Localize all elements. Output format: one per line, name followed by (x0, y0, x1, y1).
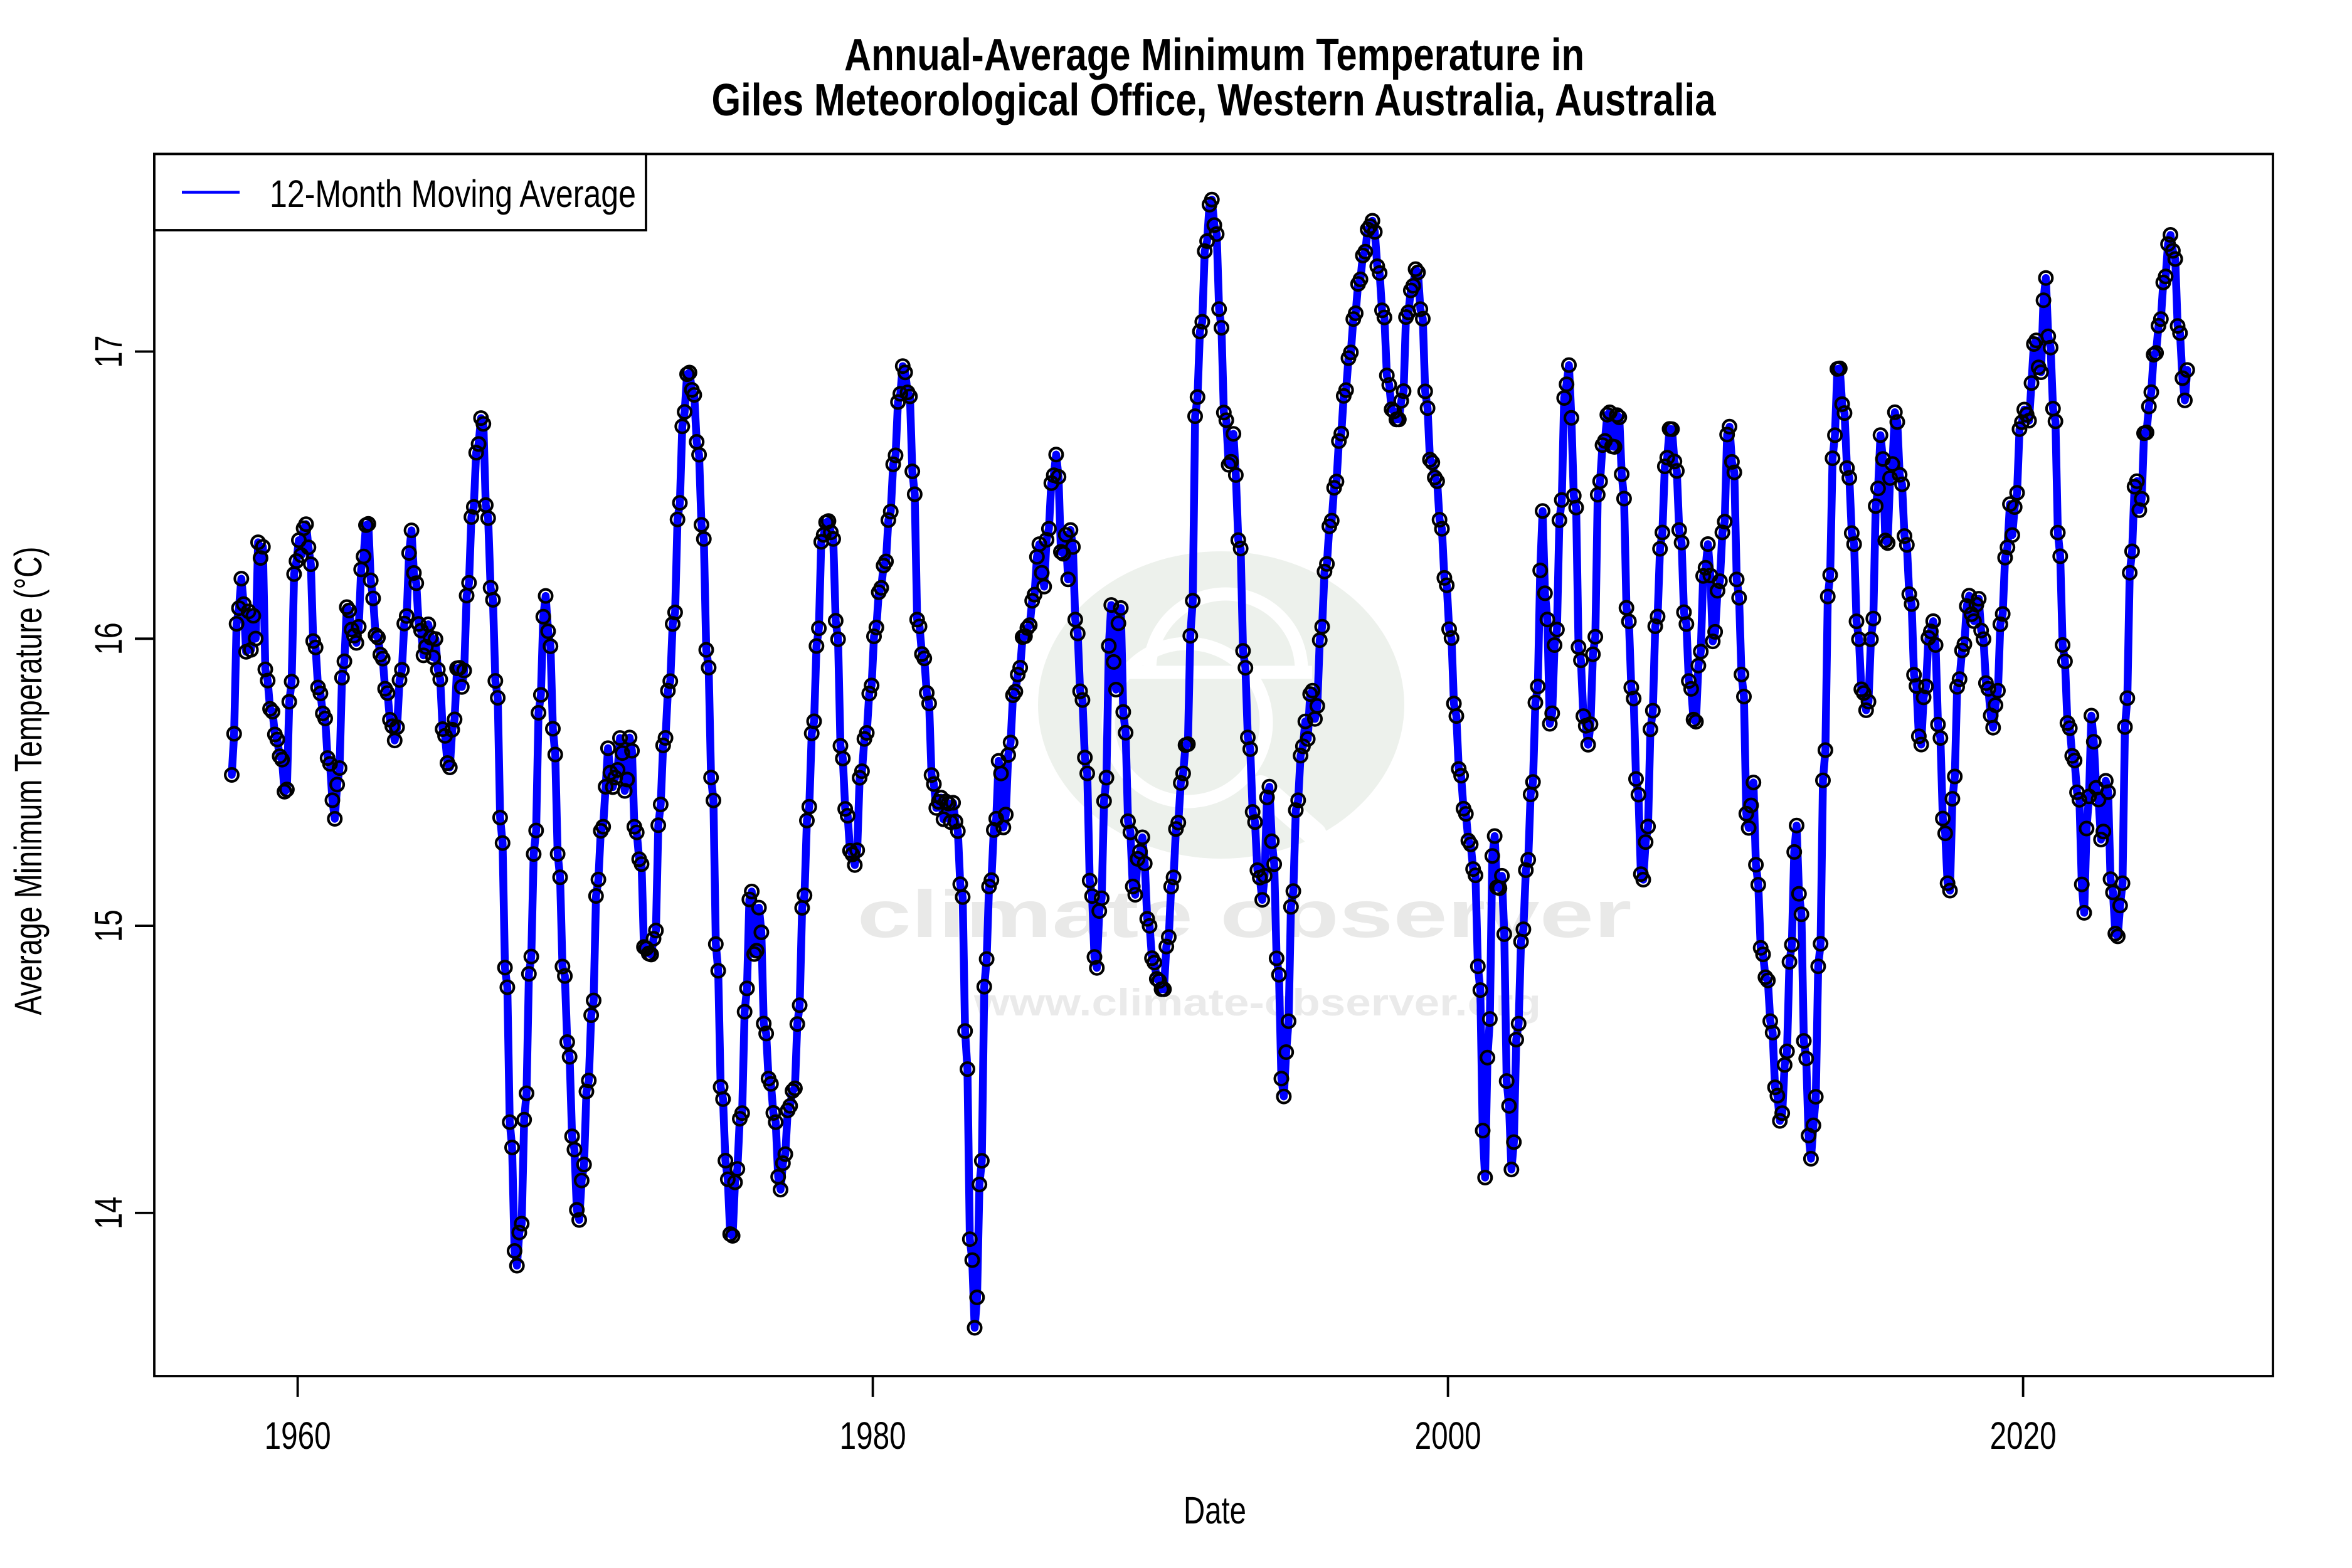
svg-text:Date: Date (1184, 1489, 1246, 1532)
svg-text:2000: 2000 (1415, 1414, 1481, 1457)
svg-text:Giles Meteorological Office, W: Giles Meteorological Office, Western Aus… (712, 75, 1717, 125)
svg-text:1960: 1960 (265, 1414, 331, 1457)
svg-text:Average Minimum Temperature (°: Average Minimum Temperature (°C) (7, 547, 50, 1015)
svg-text:www.climate-observer.org: www.climate-observer.org (973, 982, 1541, 1024)
svg-text:Annual-Average Minimum Tempera: Annual-Average Minimum Temperature in (844, 29, 1584, 80)
svg-text:14: 14 (87, 1197, 130, 1229)
svg-text:17: 17 (87, 336, 130, 368)
svg-text:16: 16 (87, 622, 130, 655)
svg-text:15: 15 (87, 909, 130, 942)
svg-text:1980: 1980 (840, 1414, 906, 1457)
svg-text:12-Month Moving Average: 12-Month Moving Average (270, 172, 636, 215)
svg-text:2020: 2020 (1990, 1414, 2057, 1457)
